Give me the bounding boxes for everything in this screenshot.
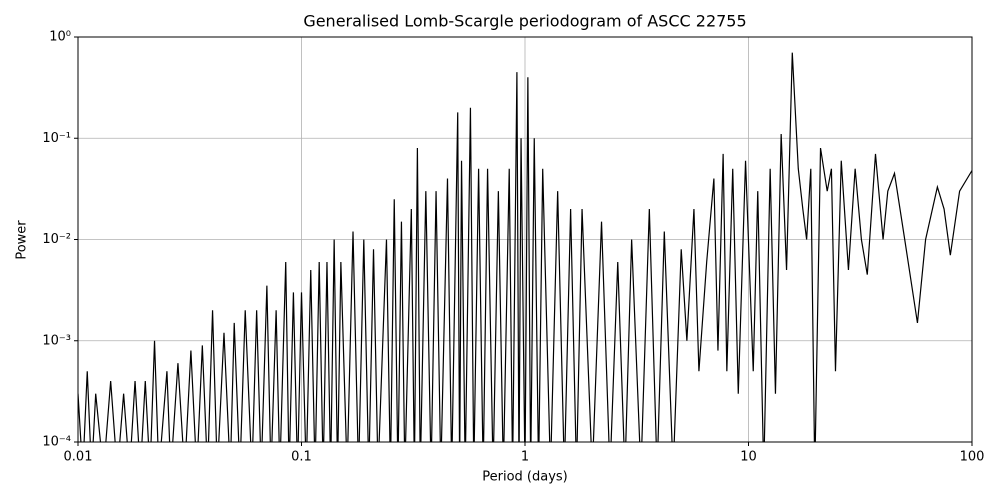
y-axis-label: Power [15, 220, 30, 260]
y-tick-label: 10⁻² [42, 232, 71, 247]
y-tick-label: 10⁻³ [42, 333, 71, 348]
x-axis-label: Period (days) [482, 470, 568, 485]
x-tick-label: 10 [740, 450, 757, 465]
plot-frame [77, 36, 973, 443]
x-tick-label: 0.1 [291, 450, 312, 465]
y-tick-label: 10⁰ [49, 30, 71, 45]
x-tick-label: 0.01 [64, 450, 93, 465]
y-tick-label: 10⁻¹ [42, 131, 71, 146]
chart-title: Generalised Lomb-Scargle periodogram of … [303, 12, 746, 31]
y-tick-label: 10⁻⁴ [42, 435, 71, 450]
periodogram-line [78, 52, 972, 442]
x-tick-label: 1 [521, 450, 529, 465]
x-tick-label: 100 [960, 450, 985, 465]
